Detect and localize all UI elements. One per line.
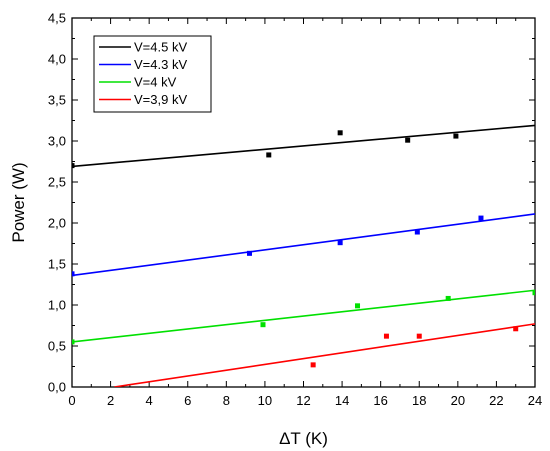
tick-labels: 0 2 4 6 8 10 12 14 16 18 20 22 240,00,51,01,52,02,53… bbox=[48, 11, 542, 409]
y-axis-title: Power (W) bbox=[9, 162, 28, 242]
x-tick-label: 8 bbox=[223, 393, 230, 408]
data-point bbox=[72, 163, 75, 169]
x-tick-label: 20 bbox=[451, 393, 465, 408]
data-point bbox=[337, 130, 343, 136]
y-tick-label: 2,0 bbox=[48, 216, 66, 231]
data-point bbox=[337, 240, 343, 246]
x-tick-label: 6 bbox=[184, 393, 191, 408]
data-point bbox=[414, 229, 420, 235]
x-axis-title: ΔT (K) bbox=[279, 429, 328, 448]
x-tick-label: 2 bbox=[107, 393, 114, 408]
y-tick-label: 3,0 bbox=[48, 134, 66, 149]
data-point bbox=[445, 295, 451, 301]
data-point bbox=[310, 362, 316, 368]
y-tick-label: 2,5 bbox=[48, 175, 66, 190]
y-tick-label: 0,5 bbox=[48, 339, 66, 354]
fit-line bbox=[72, 289, 535, 343]
data-point bbox=[72, 339, 75, 345]
legend-label: V=4 kV bbox=[134, 75, 177, 90]
data-point bbox=[405, 137, 411, 143]
data-point bbox=[478, 215, 484, 221]
data-point bbox=[416, 333, 422, 339]
data-point bbox=[513, 326, 519, 332]
data-point bbox=[532, 290, 535, 296]
series-2 bbox=[72, 289, 535, 345]
data-point bbox=[355, 303, 361, 309]
x-tick-label: 24 bbox=[528, 393, 542, 408]
legend-label: V=4.3 kV bbox=[134, 57, 187, 72]
fit-line bbox=[72, 213, 535, 277]
series-1 bbox=[72, 213, 535, 277]
legend-label: V=4.5 kV bbox=[134, 40, 187, 55]
x-tick-label: 12 bbox=[296, 393, 310, 408]
y-tick-label: 1,0 bbox=[48, 298, 66, 313]
legend-label: V=3,9 kV bbox=[134, 92, 187, 107]
x-tick-label: 18 bbox=[412, 393, 426, 408]
fit-line bbox=[114, 323, 535, 387]
data-point bbox=[453, 133, 459, 139]
y-tick-label: 4,5 bbox=[48, 11, 66, 26]
legend: V=4.5 kV V=4.3 kV V=4 kV V=3,9 kV bbox=[93, 35, 212, 113]
x-tick-label: 10 bbox=[258, 393, 272, 408]
x-tick-label: 16 bbox=[373, 393, 387, 408]
y-tick-label: 4,0 bbox=[48, 52, 66, 67]
fit-line bbox=[72, 124, 535, 168]
series-3 bbox=[114, 323, 535, 387]
y-tick-label: 3,5 bbox=[48, 93, 66, 108]
axis-ticks bbox=[71, 17, 536, 388]
y-tick-label: 0,0 bbox=[48, 380, 66, 395]
data-point bbox=[260, 322, 266, 328]
y-tick-label: 1,5 bbox=[48, 257, 66, 272]
series-0 bbox=[72, 124, 535, 169]
data-point bbox=[72, 271, 75, 277]
x-tick-label: 14 bbox=[335, 393, 349, 408]
data-point bbox=[246, 250, 252, 256]
series-layer bbox=[72, 124, 535, 387]
x-tick-label: 0 bbox=[68, 393, 75, 408]
data-point bbox=[266, 152, 272, 158]
x-tick-label: 22 bbox=[489, 393, 503, 408]
x-tick-label: 4 bbox=[146, 393, 153, 408]
data-point bbox=[383, 333, 389, 339]
